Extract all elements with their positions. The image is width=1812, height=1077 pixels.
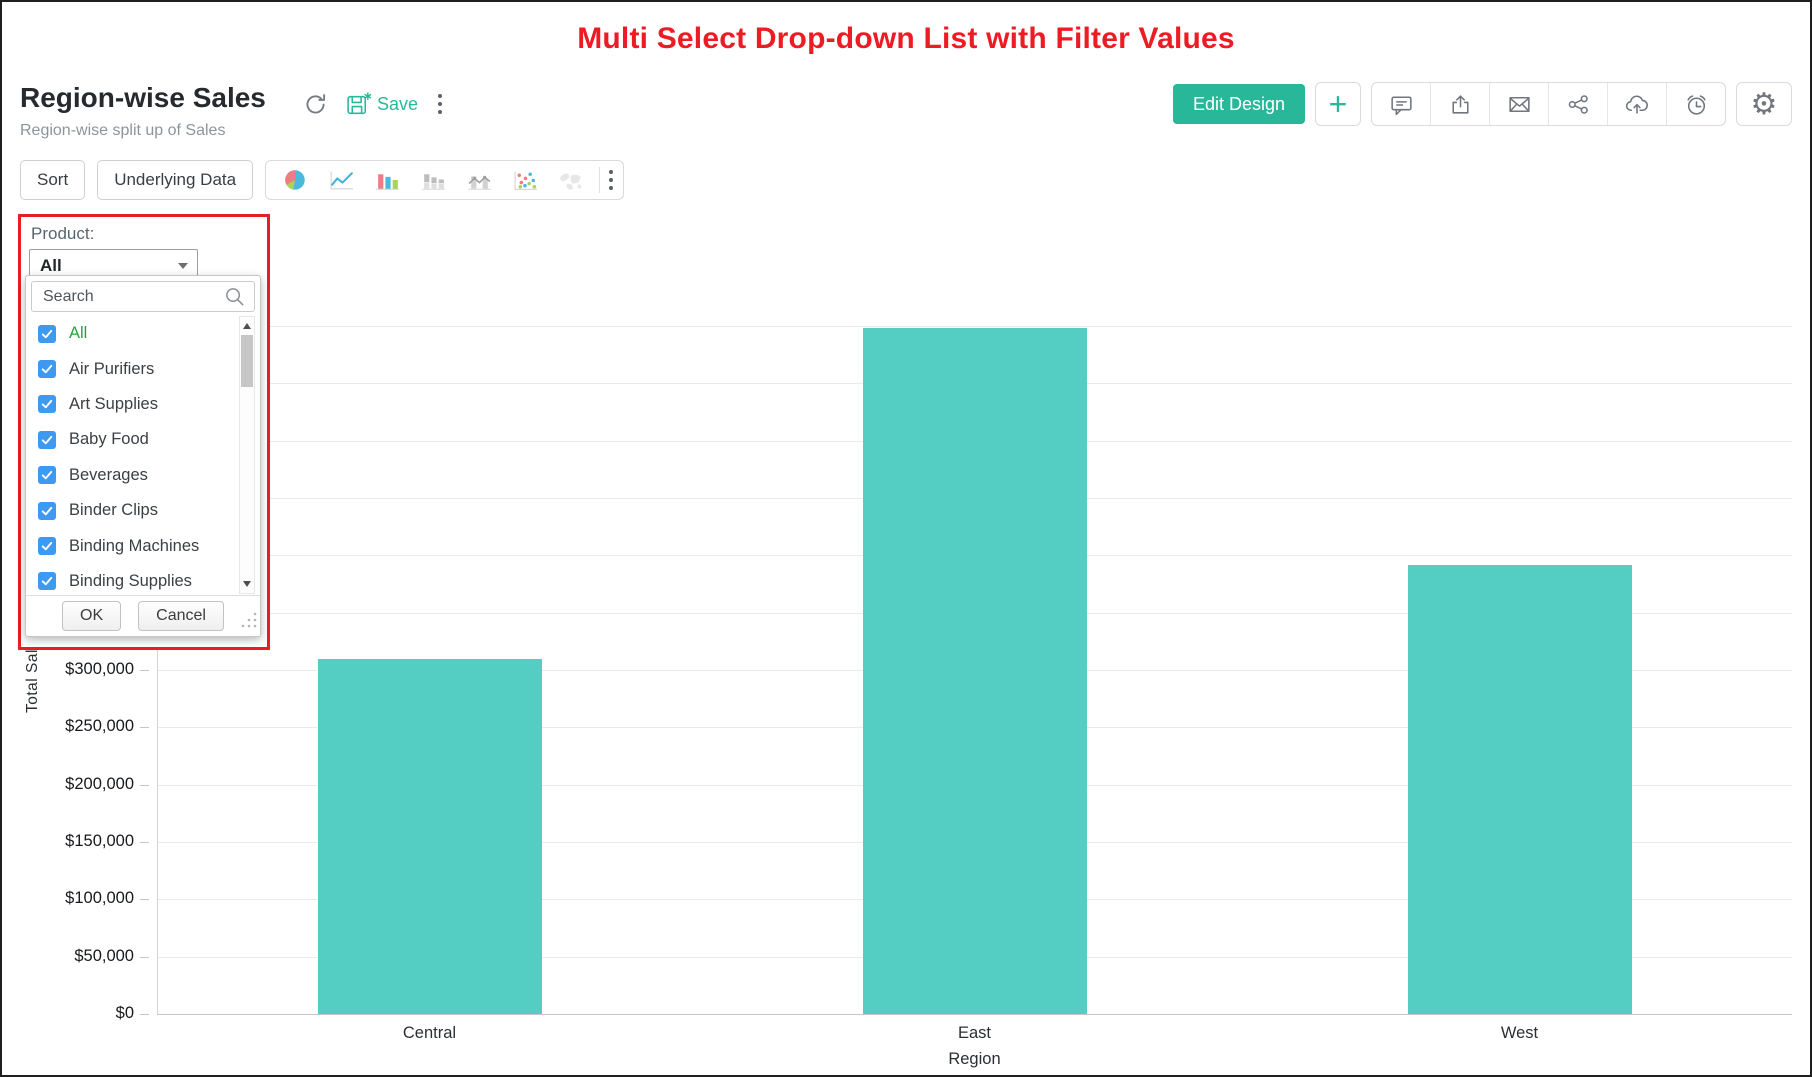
- filter-option-label[interactable]: Art Supplies: [69, 394, 158, 413]
- checkbox[interactable]: [38, 537, 56, 556]
- filter-footer: OK Cancel: [26, 595, 260, 636]
- alerts-icon[interactable]: [1666, 83, 1725, 125]
- y-tick: [140, 842, 149, 843]
- y-tick-label: $100,000: [65, 889, 134, 908]
- y-tick: [140, 670, 149, 671]
- pie-icon[interactable]: [272, 161, 318, 199]
- filter-scrollbar[interactable]: [239, 316, 255, 594]
- scroll-up-button[interactable]: [240, 319, 254, 333]
- divider: [599, 167, 601, 193]
- y-tick-label: $150,000: [65, 832, 134, 850]
- filter-option-label[interactable]: Binding Supplies: [69, 571, 192, 590]
- y-tick-label: $50,000: [74, 946, 134, 965]
- search-box[interactable]: [31, 281, 255, 312]
- filter-option-row: All: [38, 316, 236, 351]
- search-input[interactable]: [41, 286, 218, 307]
- bar-central[interactable]: [317, 658, 542, 1014]
- filter-option-label[interactable]: All: [69, 324, 88, 343]
- filter-option-row: Beverages: [38, 458, 236, 493]
- bar-icon[interactable]: [364, 161, 410, 199]
- y-tick: [140, 784, 149, 786]
- report-more-menu[interactable]: [434, 90, 446, 118]
- chevron-down-icon: [178, 263, 188, 269]
- line-icon[interactable]: [318, 161, 364, 199]
- x-tick-label: West: [1500, 1024, 1539, 1042]
- map-icon[interactable]: [548, 161, 594, 199]
- filter-option-row: Binding Machines: [38, 528, 236, 563]
- y-tick-label: $300,000: [65, 660, 134, 678]
- gridline: [157, 326, 1792, 327]
- x-tick-label: East: [957, 1024, 992, 1042]
- gear-icon: ⚙: [1750, 87, 1778, 121]
- filter-option-row: Air Purifiers: [38, 351, 236, 386]
- export-icon[interactable]: [1430, 83, 1489, 125]
- checkbox[interactable]: [38, 572, 56, 591]
- filter-option-label[interactable]: Binding Machines: [69, 536, 200, 555]
- settings-button[interactable]: ⚙: [1736, 82, 1792, 126]
- bar-east[interactable]: [862, 328, 1087, 1014]
- x-tick-label: Central: [402, 1024, 457, 1042]
- add-button[interactable]: +: [1315, 82, 1361, 126]
- filter-option-row: Binding Supplies: [38, 564, 236, 596]
- checkbox[interactable]: [38, 430, 56, 449]
- comments-icon[interactable]: [1372, 83, 1430, 125]
- save-icon: [347, 91, 372, 114]
- stacked-bar-icon[interactable]: [410, 161, 456, 199]
- email-icon[interactable]: [1489, 83, 1548, 125]
- save-label: Save: [377, 93, 419, 114]
- checkbox[interactable]: [38, 501, 56, 520]
- report-title: Region-wise Sales: [20, 82, 266, 113]
- filter-option-row: Binder Clips: [38, 493, 236, 528]
- save-button[interactable]: Save: [345, 91, 419, 117]
- header-icon-group: [1371, 82, 1726, 126]
- scatter-icon[interactable]: [502, 161, 548, 199]
- ok-button[interactable]: OK: [62, 601, 122, 631]
- filter-options-list: All Air Purifiers Art Supplies Baby Food Bev…: [26, 316, 236, 596]
- x-axis-title: Region: [948, 1050, 1001, 1068]
- filter-option-label[interactable]: Air Purifiers: [69, 359, 155, 378]
- chart-more-menu[interactable]: [605, 166, 617, 194]
- y-axis-line: [157, 326, 158, 1014]
- scroll-down-button[interactable]: [240, 577, 254, 591]
- y-tick-label: $250,000: [65, 717, 134, 736]
- scrollbar-thumb[interactable]: [241, 335, 253, 387]
- y-tick: [140, 899, 149, 901]
- y-tick: [140, 1014, 149, 1015]
- sort-button[interactable]: Sort: [20, 160, 86, 200]
- chart-type-switcher: [265, 160, 625, 200]
- edit-design-button[interactable]: Edit Design: [1172, 84, 1305, 124]
- checkbox[interactable]: [38, 360, 56, 379]
- y-tick: [140, 727, 149, 729]
- y-tick: [140, 956, 149, 958]
- checkbox[interactable]: [38, 324, 56, 343]
- filter-option-label[interactable]: Baby Food: [69, 430, 149, 449]
- filter-option-label[interactable]: Binder Clips: [69, 501, 158, 520]
- refresh-button[interactable]: [302, 91, 329, 118]
- bar-line-combo-icon[interactable]: [456, 161, 502, 199]
- cancel-button[interactable]: Cancel: [138, 601, 224, 631]
- resize-handle-icon[interactable]: [240, 611, 258, 634]
- page-title: Multi Select Drop-down List with Filter …: [577, 22, 1235, 55]
- product-select-value: All: [40, 256, 62, 275]
- y-tick-label: $200,000: [65, 774, 134, 793]
- underlying-data-button[interactable]: Underlying Data: [97, 160, 254, 200]
- checkbox[interactable]: [38, 395, 56, 414]
- report-subtitle: Region-wise split up of Sales: [20, 122, 226, 139]
- y-tick-label: $0: [115, 1004, 134, 1022]
- filter-option-row: Baby Food: [38, 422, 236, 457]
- filter-dropdown: All Air Purifiers Art Supplies Baby Food Bev…: [25, 275, 261, 637]
- refresh-icon: [306, 93, 326, 113]
- filter-option-row: Art Supplies: [38, 387, 236, 422]
- bar-west[interactable]: [1407, 564, 1632, 1014]
- filter-label: Product:: [31, 224, 95, 243]
- cloud-upload-icon[interactable]: [1607, 83, 1666, 125]
- search-icon: [226, 288, 244, 306]
- gridline: [157, 1014, 1792, 1015]
- share-icon[interactable]: [1548, 83, 1607, 125]
- product-filter-panel: Product: All All Air Purifiers Art Supplie…: [18, 214, 270, 650]
- checkbox[interactable]: [38, 466, 56, 485]
- filter-option-label[interactable]: Beverages: [69, 465, 148, 484]
